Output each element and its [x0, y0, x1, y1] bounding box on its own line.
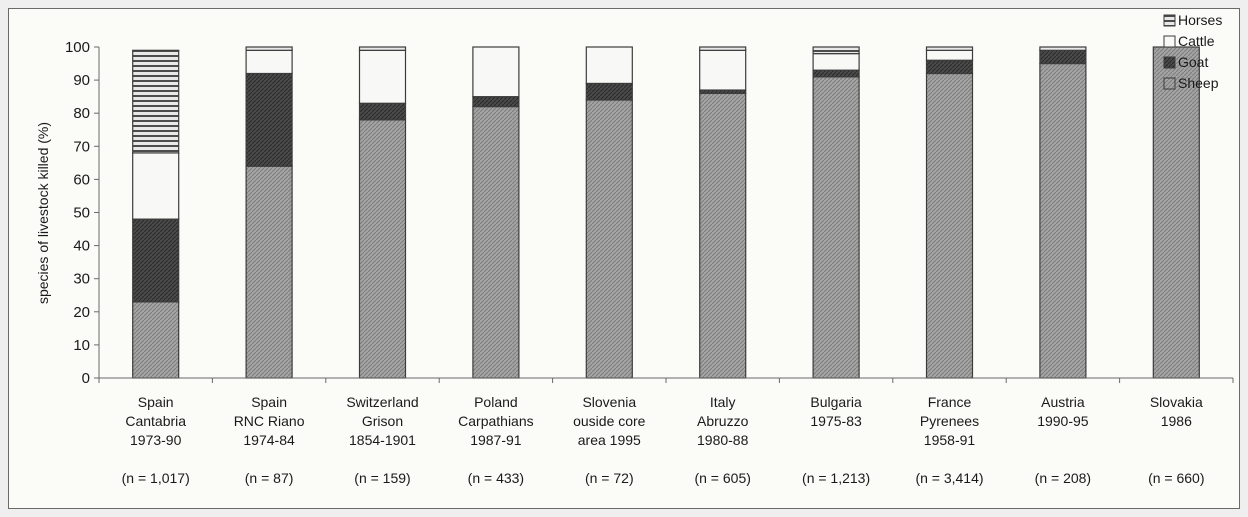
- x-category-label: (n = 1,213): [802, 470, 870, 486]
- bar-segment-goat: [358, 102, 407, 121]
- x-category-label: Austria: [1041, 394, 1085, 410]
- x-category-label: Pyrenees: [920, 413, 979, 429]
- x-category-label: ouside core: [573, 413, 646, 429]
- bar-segment-horses: [925, 46, 974, 51]
- x-category-label: Cantabria: [125, 413, 186, 429]
- legend-label-goat: Goat: [1178, 54, 1208, 70]
- y-tick-label: 100: [65, 39, 90, 56]
- bar-segment-horses: [245, 46, 293, 51]
- y-tick-label: 60: [73, 171, 90, 188]
- y-tick-label: 80: [73, 105, 90, 122]
- bar-segment-horses: [1039, 46, 1087, 51]
- bar-segment-sheep: [245, 165, 293, 379]
- x-category-label: (n = 87): [245, 470, 294, 486]
- legend-swatch-goat: [1163, 56, 1176, 69]
- x-category-label: Spain: [138, 394, 174, 410]
- y-tick-label: 70: [73, 138, 90, 155]
- bar-segment-goat: [245, 72, 293, 167]
- x-category-label: France: [928, 394, 972, 410]
- bar-segment-goat: [1039, 49, 1087, 65]
- bar-segment-cattle: [472, 46, 520, 98]
- x-category-label: Bulgaria: [810, 394, 862, 410]
- x-category-label: 1990-95: [1037, 413, 1089, 429]
- y-tick-label: 30: [73, 271, 90, 288]
- y-tick-label: 0: [82, 370, 90, 387]
- x-category-label: (n = 1,017): [122, 470, 190, 486]
- bar-segment-goat: [585, 82, 633, 101]
- y-tick-label: 50: [73, 205, 90, 222]
- legend-swatch-cattle: [1163, 35, 1176, 48]
- y-tick-label: 20: [73, 304, 90, 321]
- x-category-label: (n = 159): [354, 470, 410, 486]
- x-category-label: area 1995: [578, 432, 641, 448]
- x-category-label: Italy: [710, 394, 736, 410]
- x-category-label: Poland: [474, 394, 518, 410]
- bar-segment-sheep: [1152, 46, 1200, 379]
- bar-segment-goat: [132, 218, 180, 303]
- x-category-label: (n = 3,414): [915, 470, 983, 486]
- x-category-label: (n = 605): [694, 470, 750, 486]
- bar-segment-sheep: [812, 76, 860, 379]
- bar-segment-goat: [472, 96, 520, 108]
- x-category-label: 1973-90: [130, 432, 182, 448]
- x-category-label: Slovakia: [1150, 394, 1203, 410]
- bar-segment-cattle: [925, 49, 974, 61]
- legend-label-cattle: Cattle: [1178, 33, 1215, 49]
- bar-segment-cattle: [132, 152, 180, 220]
- bar-segment-sheep: [358, 119, 407, 379]
- x-category-label: 1987-91: [470, 432, 522, 448]
- x-category-label: (n = 433): [468, 470, 524, 486]
- legend-label-sheep: Sheep: [1178, 75, 1219, 91]
- legend: Horses Cattle Goat Sheep: [1163, 12, 1222, 91]
- x-category-label: 1980-88: [697, 432, 749, 448]
- x-category-label: 1854-1901: [349, 432, 416, 448]
- x-category-label: 1986: [1161, 413, 1192, 429]
- x-category-label: 1975-83: [810, 413, 862, 429]
- x-category-label: Abruzzo: [697, 413, 749, 429]
- x-category-label: (n = 660): [1148, 470, 1204, 486]
- bar-segment-sheep: [472, 105, 520, 379]
- x-category-label: (n = 208): [1035, 470, 1091, 486]
- bar-segment-cattle: [812, 53, 860, 71]
- bar-segment-sheep: [1039, 62, 1087, 379]
- bar-segment-sheep: [699, 92, 747, 379]
- x-category-label: Grison: [362, 413, 403, 429]
- y-tick-label: 10: [73, 337, 90, 354]
- x-category-label: RNC Riano: [234, 413, 305, 429]
- bar-segment-horses: [812, 46, 860, 55]
- legend-swatch-sheep: [1163, 77, 1176, 90]
- bar-segment-cattle: [358, 49, 407, 104]
- bar-segment-cattle: [585, 46, 633, 85]
- x-category-label: Spain: [251, 394, 287, 410]
- bar-segment-sheep: [132, 301, 180, 379]
- legend-swatch-horses: [1163, 14, 1176, 27]
- legend-label-horses: Horses: [1178, 12, 1222, 28]
- bar-segment-goat: [812, 69, 860, 78]
- bar-segment-cattle: [245, 49, 293, 75]
- x-category-label: 1958-91: [924, 432, 976, 448]
- x-category-label: Switzerland: [346, 394, 418, 410]
- bar-segment-sheep: [925, 72, 974, 379]
- bar-segment-goat: [925, 59, 974, 75]
- bar-segment-cattle: [699, 49, 747, 91]
- bar-segment-horses: [358, 46, 407, 51]
- x-category-label: (n = 72): [585, 470, 634, 486]
- x-category-label: Slovenia: [582, 394, 636, 410]
- x-category-label: Carpathians: [458, 413, 534, 429]
- bar-segment-horses: [699, 46, 747, 51]
- y-axis-label: species of livestock killed (%): [35, 122, 51, 304]
- y-tick-label: 40: [73, 238, 90, 255]
- bar-segment-sheep: [585, 99, 633, 379]
- y-tick-label: 90: [73, 72, 90, 89]
- x-category-label: 1974-84: [243, 432, 295, 448]
- bar-segment-horses: [132, 49, 180, 154]
